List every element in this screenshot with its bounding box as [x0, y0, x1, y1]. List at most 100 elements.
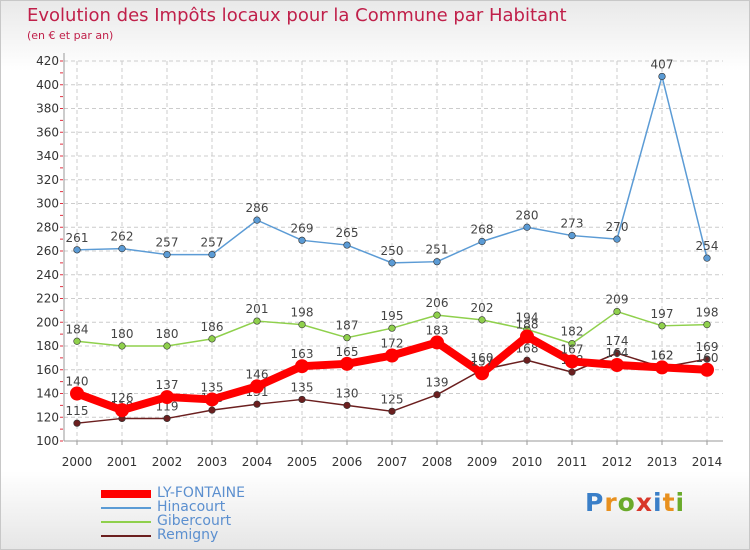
data-point-ly-fontaine — [565, 354, 579, 369]
data-label-gibercourt: 194 — [516, 310, 539, 324]
y-tick-label: 120 — [36, 410, 59, 424]
data-point-remigny — [163, 414, 171, 423]
legend-swatch-hinacourt — [101, 507, 151, 509]
y-tick-label: 100 — [36, 434, 59, 448]
data-label-hinacourt: 268 — [471, 223, 494, 237]
data-label-hinacourt: 286 — [246, 201, 269, 215]
data-point-hinacourt — [658, 72, 666, 81]
data-point-ly-fontaine — [70, 386, 84, 401]
data-label-ly-fontaine: 164 — [606, 346, 629, 360]
data-point-ly-fontaine — [205, 392, 219, 407]
y-tick-label: 300 — [36, 197, 59, 211]
data-point-remigny — [388, 407, 396, 415]
data-label-gibercourt: 206 — [426, 296, 449, 310]
data-point-remigny — [703, 355, 711, 363]
data-point-gibercourt — [163, 342, 171, 350]
data-label-hinacourt: 251 — [426, 243, 449, 257]
data-label-remigny: 125 — [381, 392, 404, 406]
data-label-gibercourt: 195 — [381, 309, 404, 323]
legend-item-remigny: Remigny — [101, 527, 331, 543]
data-point-gibercourt — [658, 322, 666, 330]
legend-label: LY-FONTAINE — [157, 485, 245, 501]
legend-item-ly-fontaine: LY-FONTAINE — [101, 485, 331, 501]
data-label-hinacourt: 262 — [111, 230, 134, 244]
data-label-ly-fontaine: 140 — [66, 375, 89, 389]
x-tick-label: 2000 — [62, 455, 93, 469]
data-point-hinacourt — [253, 216, 261, 224]
data-label-remigny: 115 — [66, 404, 89, 418]
data-point-ly-fontaine — [340, 356, 354, 371]
data-label-ly-fontaine: 163 — [291, 347, 314, 361]
data-point-ly-fontaine — [295, 359, 309, 374]
y-tick-label: 280 — [36, 220, 59, 234]
data-label-ly-fontaine: 167 — [561, 342, 584, 356]
y-tick-label: 420 — [36, 54, 59, 68]
data-label-gibercourt: 187 — [336, 319, 359, 333]
data-label-hinacourt: 261 — [66, 231, 89, 245]
chart-subtitle: (en € et par an) — [27, 29, 114, 42]
data-label-ly-fontaine: 188 — [516, 318, 539, 332]
data-label-ly-fontaine: 183 — [426, 323, 449, 337]
x-tick-label: 2007 — [377, 455, 408, 469]
x-tick-label: 2001 — [107, 455, 138, 469]
data-point-ly-fontaine — [610, 358, 624, 372]
data-label-remigny: 119 — [156, 399, 179, 413]
data-label-gibercourt: 202 — [471, 301, 494, 315]
x-tick-label: 2011 — [557, 455, 588, 469]
data-label-ly-fontaine: 162 — [651, 348, 674, 362]
data-point-hinacourt — [703, 254, 711, 262]
y-tick-label: 340 — [36, 149, 59, 163]
x-tick-label: 2008 — [422, 455, 453, 469]
data-label-remigny: 130 — [336, 386, 359, 400]
data-label-ly-fontaine: 172 — [381, 337, 404, 351]
data-point-hinacourt — [568, 231, 576, 240]
legend-item-gibercourt: Gibercourt — [101, 513, 331, 529]
legend-label: Hinacourt — [157, 499, 226, 515]
data-label-gibercourt: 180 — [156, 327, 179, 341]
data-point-ly-fontaine — [700, 362, 714, 377]
data-label-remigny: 162 — [651, 348, 674, 362]
data-label-remigny: 160 — [471, 351, 494, 365]
data-point-ly-fontaine — [115, 403, 129, 418]
data-label-remigny: 169 — [696, 340, 719, 354]
data-point-gibercourt — [568, 340, 576, 348]
data-label-gibercourt: 198 — [291, 306, 314, 320]
data-point-gibercourt — [388, 324, 396, 332]
data-point-remigny — [613, 349, 621, 357]
data-label-ly-fontaine: 135 — [201, 380, 224, 394]
data-label-hinacourt: 269 — [291, 221, 314, 235]
data-point-hinacourt — [118, 245, 126, 253]
data-point-gibercourt — [478, 316, 486, 324]
x-tick-label: 2005 — [287, 455, 318, 469]
data-point-gibercourt — [613, 307, 621, 316]
y-tick-label: 380 — [36, 102, 59, 116]
data-point-hinacourt — [388, 259, 396, 267]
proxiti-logo: Proxiti — [585, 488, 686, 517]
x-tick-label: 2014 — [692, 455, 723, 469]
data-label-remigny: 135 — [291, 380, 314, 394]
data-label-gibercourt: 186 — [201, 320, 224, 334]
data-point-gibercourt — [343, 334, 351, 342]
data-label-ly-fontaine: 137 — [156, 378, 179, 392]
x-tick-label: 2009 — [467, 455, 498, 469]
x-tick-label: 2012 — [602, 455, 633, 469]
data-label-remigny: 139 — [426, 376, 449, 390]
legend-label: Remigny — [157, 527, 219, 543]
legend-swatch-gibercourt — [101, 521, 151, 523]
data-point-hinacourt — [163, 250, 171, 259]
data-point-ly-fontaine — [385, 348, 399, 363]
data-point-remigny — [343, 401, 351, 409]
data-point-hinacourt — [478, 237, 486, 246]
data-point-gibercourt — [433, 311, 441, 319]
data-label-hinacourt: 407 — [651, 57, 674, 71]
data-point-remigny — [208, 406, 216, 414]
y-tick-label: 320 — [36, 173, 59, 187]
y-tick-label: 200 — [36, 315, 59, 329]
data-label-hinacourt: 257 — [156, 236, 179, 250]
data-label-hinacourt: 257 — [201, 236, 224, 250]
x-tick-label: 2003 — [197, 455, 228, 469]
data-point-hinacourt — [73, 246, 81, 254]
data-point-remigny — [433, 391, 441, 399]
